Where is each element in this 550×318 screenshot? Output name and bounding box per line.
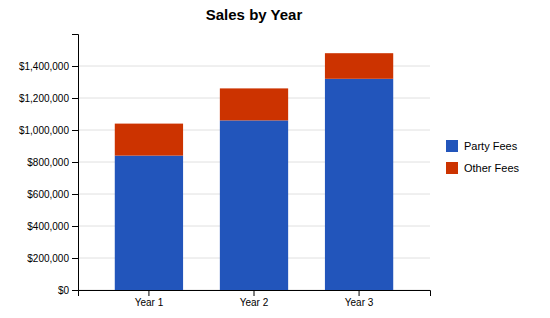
tick-label: $200,000 [27,253,69,264]
tick-mark [72,226,78,227]
y-axis: $0 $200,000 $400,000 $600,000 $800,000 $1,000… [19,35,79,296]
tick-label: Year 2 [240,297,269,308]
tick-mark [148,290,149,296]
title: Sales by Year [206,6,303,23]
tick-mark [72,130,78,131]
chart: $0 $200,000 $400,000 $600,000 $800,000 $1,000… [0,0,550,318]
legend: Party Fees Other Fees [446,140,520,174]
bar [325,79,393,290]
tick-mark [72,66,78,67]
tick: $600,000 [27,189,78,200]
axis-line [79,291,431,297]
bar [220,88,288,120]
legend-item: Other Fees [446,162,520,174]
grid [78,66,430,290]
plot: $0 $200,000 $400,000 $600,000 $800,000 $1,000… [19,35,431,309]
tick-mark [359,290,360,296]
tick-label: $800,000 [27,157,69,168]
tick: $1,400,000 [19,61,78,72]
bar [115,124,183,156]
tick: $200,000 [27,253,78,264]
legend-swatch [446,140,458,152]
tick-mark [72,194,78,195]
tick: $400,000 [27,221,78,232]
tick-label: $1,400,000 [19,61,69,72]
legend-label: Party Fees [464,140,518,152]
tick-label: $1,000,000 [19,125,69,136]
bar [115,156,183,290]
tick: $1,000,000 [19,125,78,136]
tick-mark [254,290,255,296]
axis-line [72,35,79,291]
x-axis: Year 1 Year 2 Year 3 [79,290,431,308]
tick-mark [72,98,78,99]
tick-label: $600,000 [27,189,69,200]
tick-mark [72,162,78,163]
tick-label: $0 [58,285,70,296]
legend-item: Party Fees [446,140,518,152]
legend-label: Other Fees [464,162,520,174]
tick-label: $400,000 [27,221,69,232]
tick: $800,000 [27,157,78,168]
tick: $1,200,000 [19,93,78,104]
tick-label: Year 3 [345,297,374,308]
tick-label: $1,200,000 [19,93,69,104]
bar [325,53,393,79]
tick-mark [72,290,78,291]
tick: Year 2 [240,290,269,308]
bar [220,120,288,290]
tick: Year 3 [345,290,374,308]
series [115,79,393,290]
series [115,53,393,155]
legend-swatch [446,162,458,174]
tick: Year 1 [135,290,164,308]
tick-mark [72,258,78,259]
bars [115,53,393,290]
tick: $0 [58,285,78,296]
tick-label: Year 1 [135,297,164,308]
